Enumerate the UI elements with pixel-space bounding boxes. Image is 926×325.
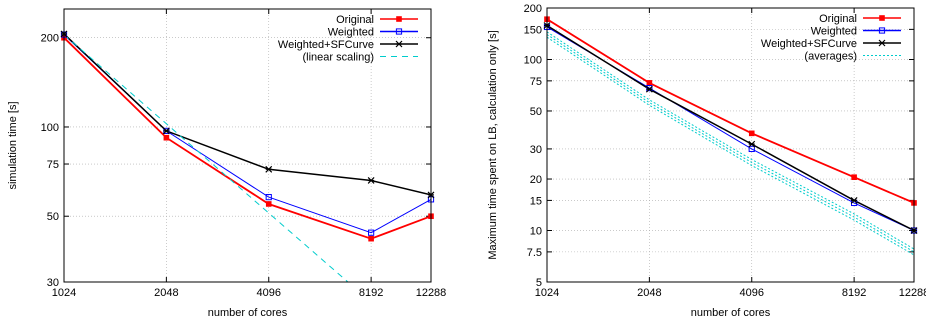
y-tick-label: 5 [536,277,542,289]
y-axis-label: Maximum time spent on LB, calculation on… [487,30,499,259]
x-tick-label: 4096 [740,287,764,299]
y-tick-label: 50 [47,211,59,223]
data-point [878,27,886,34]
chart-2: 1024 2048 4096 8192 12288 5 7.5 10 15 20 30 50 75 100… [487,3,926,319]
x-tick-label: 12288 [416,287,447,299]
y-tick-label: 75 [47,159,59,171]
data-point [878,39,886,47]
data-point [851,174,857,180]
y-tick-label: 100 [524,54,542,66]
legend-label: Weighted+SFCurve [761,38,857,50]
data-point [879,15,885,21]
y-tick-label: 200 [524,3,542,15]
series-line [64,37,431,240]
data-point [396,16,402,22]
legend-label: (averages) [804,51,857,63]
y-tick-label: 50 [530,106,542,118]
series-line [547,34,914,253]
data-point [162,127,170,135]
x-tick-label: 8192 [842,287,866,299]
y-tick-label: 20 [530,174,542,186]
x-axis-label: number of cores [691,307,771,319]
plot-area [64,33,431,282]
data-point [395,40,403,48]
y-tick-label: 100 [41,122,59,134]
x-tick-label: 1024 [52,287,76,299]
y-tick-label: 7.5 [527,247,542,259]
data-point [748,140,756,148]
data-point [748,130,755,137]
series-line [64,34,349,282]
series-line [547,36,914,256]
series-line [547,31,914,250]
chart-1: 1024 2048 4096 8192 12288 30 50 75 100 200 number … [7,8,447,319]
y-tick-label: 30 [47,277,59,289]
y-tick-label: 10 [530,226,542,238]
data-point [368,229,375,236]
y-tick-label: 75 [530,76,542,88]
legend-label: Original [336,14,374,26]
x-tick-label: 1024 [535,287,559,299]
y-axis-label: simulation time [s] [7,101,19,189]
data-point [850,196,858,204]
data-point [646,80,653,86]
data-point [395,28,403,35]
legend-label: (linear scaling) [302,52,374,64]
data-point [265,194,272,201]
legend-label: Original [819,13,857,25]
y-tick-label: 150 [524,24,542,36]
legend-label: Weighted+SFCurve [278,39,374,51]
x-tick-label: 12288 [899,287,926,299]
data-point [368,235,374,242]
series-line [547,24,914,232]
x-axis-label: number of cores [208,307,288,319]
plot-frame [546,7,915,283]
data-point [748,145,755,153]
x-tick-label: 2048 [637,287,661,299]
y-tick-label: 30 [530,144,542,156]
data-point [646,85,653,92]
series-line [547,26,914,231]
data-point [367,177,375,184]
y-tick-label: 200 [41,33,59,45]
data-point [163,134,170,141]
plot-area [547,18,914,256]
y-tick-label: 15 [530,195,542,207]
data-point [645,85,653,93]
plot-frame [63,8,432,283]
x-tick-label: 8192 [359,287,383,299]
data-point [265,165,273,173]
data-point [265,201,272,207]
x-tick-label: 2048 [154,287,178,299]
legend-label: Weighted [811,26,857,38]
legend-label: Weighted [328,27,374,39]
series-line [64,34,431,234]
x-tick-label: 4096 [257,287,281,299]
series-line [64,33,431,196]
